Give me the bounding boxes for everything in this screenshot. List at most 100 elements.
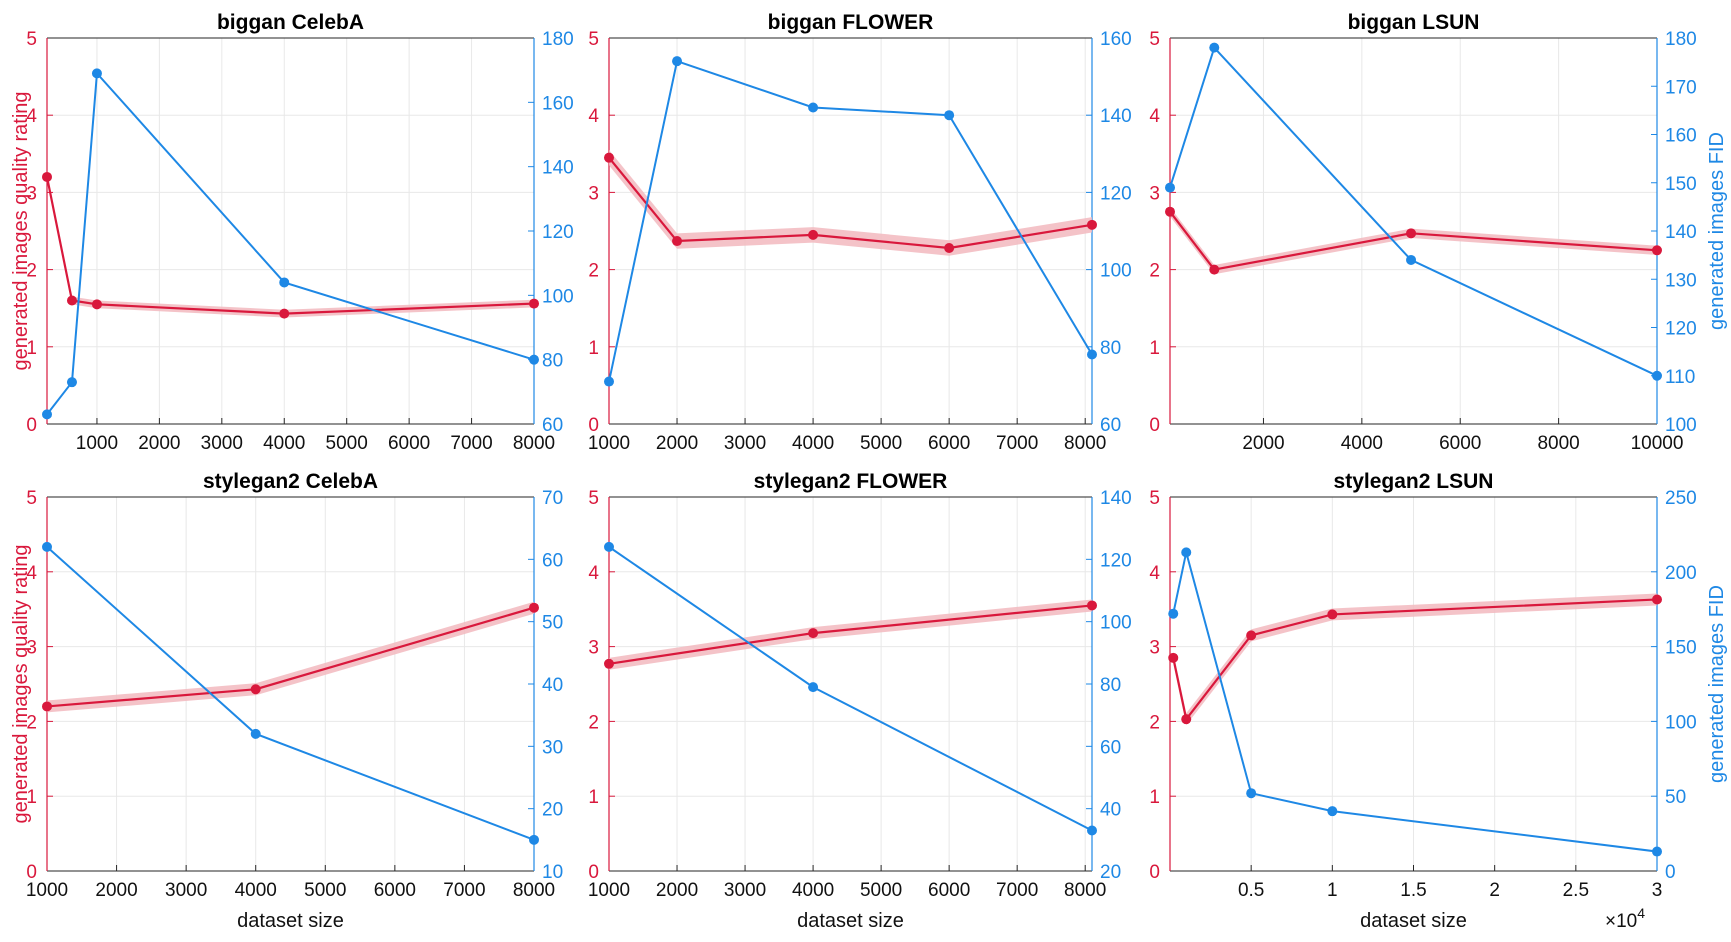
right-tick-label: 50 — [1665, 787, 1686, 808]
x-tick-label: 3000 — [201, 433, 243, 454]
left-tick-label: 2 — [588, 261, 599, 282]
left-tick-label: 2 — [1149, 712, 1160, 733]
x-tick-label: 1000 — [588, 880, 630, 901]
right-tick-label: 180 — [542, 29, 574, 50]
left-tick-label: 4 — [1149, 563, 1160, 584]
right-tick-label: 250 — [1665, 488, 1697, 509]
right-tick-label: 160 — [1665, 126, 1697, 147]
right-tick-label: 100 — [1665, 712, 1697, 733]
right-tick-label: 110 — [1665, 367, 1695, 388]
rating-line — [1172, 598, 1658, 722]
x-tick-label: 6000 — [928, 433, 970, 454]
right-tick-label: 180 — [1665, 29, 1697, 50]
right-tick-label: 140 — [542, 158, 574, 179]
right-tick-label: 50 — [542, 613, 563, 634]
rating-line — [45, 176, 535, 315]
fid-line — [608, 546, 1093, 832]
rating-point — [279, 308, 290, 319]
x-axis-label: dataset size — [797, 910, 904, 932]
subplot-title: stylegan2 FLOWER — [754, 470, 948, 493]
x-tick-label: 4000 — [1341, 433, 1383, 454]
right-tick-label: 150 — [1665, 638, 1697, 659]
subplot-title: biggan LSUN — [1348, 11, 1480, 34]
subplot-title: stylegan2 LSUN — [1334, 470, 1494, 493]
left-tick-label: 1 — [26, 338, 37, 359]
left-tick-label: 3 — [1149, 183, 1160, 204]
left-tick-label: 2 — [26, 261, 37, 282]
left-tick-label: 1 — [588, 338, 599, 359]
left-tick-label: 5 — [26, 29, 37, 50]
fid-point — [250, 728, 261, 739]
right-tick-label: 120 — [1100, 183, 1132, 204]
right-tick-label: 160 — [1100, 29, 1132, 50]
right-tick-label: 20 — [542, 800, 563, 821]
left-tick-label: 3 — [588, 183, 599, 204]
right-tick-label: 100 — [542, 286, 574, 307]
x-tick-label: 2000 — [138, 433, 180, 454]
x-tick-label: 10000 — [1631, 433, 1684, 454]
right-tick-label: 100 — [1100, 261, 1132, 282]
left-tick-label: 0 — [1149, 862, 1160, 883]
rating-point — [944, 242, 955, 253]
subplot-2: 0 1 2 3 4 5 60 80 100 120 140 160 1000 2000 3000 4000 50… — [588, 11, 1132, 454]
x-tick-label: 0.5 — [1238, 880, 1264, 901]
rating-point — [672, 236, 683, 247]
fid-point — [1652, 846, 1662, 857]
subplot-title: biggan CelebA — [217, 11, 364, 34]
fid-point — [529, 834, 539, 845]
fid-point — [1087, 349, 1097, 360]
rating-point — [1181, 714, 1192, 725]
x-tick-label: 6000 — [374, 880, 416, 901]
right-tick-label: 20 — [1100, 862, 1121, 883]
left-tick-label: 2 — [588, 712, 599, 733]
left-tick-label: 1 — [1149, 338, 1160, 359]
rating-point — [1246, 630, 1257, 641]
right-tick-label: 80 — [542, 351, 563, 372]
right-tick-label: 150 — [1665, 174, 1697, 195]
left-tick-label: 2 — [26, 712, 37, 733]
left-tick-label: 0 — [26, 862, 37, 883]
x-tick-label: 6000 — [388, 433, 430, 454]
x-tick-label: 3000 — [724, 880, 766, 901]
x-tick-label: 1.5 — [1400, 880, 1426, 901]
subplot-4: 0 1 2 3 4 5 10 20 30 40 50 60 70 1000 2000 3000 4000 5000… — [10, 470, 563, 932]
x-tick-label: 2000 — [656, 880, 698, 901]
right-tick-label: 140 — [1100, 106, 1132, 127]
right-tick-label: 100 — [1100, 613, 1132, 634]
right-tick-label: 140 — [1100, 488, 1132, 509]
rating-confidence-band — [1170, 207, 1657, 275]
rating-point — [1165, 206, 1175, 217]
x-tick-label: 8000 — [1537, 433, 1579, 454]
right-tick-label: 120 — [542, 222, 574, 243]
rating-confidence-band — [47, 601, 534, 713]
left-tick-label: 0 — [588, 862, 599, 883]
fid-line — [46, 70, 535, 415]
x-tick-label: 2 — [1489, 880, 1500, 901]
right-tick-label: 40 — [1100, 800, 1121, 821]
subplot-title: stylegan2 CelebA — [203, 470, 378, 493]
left-tick-label: 4 — [588, 106, 599, 127]
right-tick-label: 30 — [542, 737, 563, 758]
fid-point — [604, 541, 614, 552]
subplot-1: 0 1 2 3 4 5 60 80 100 120 140 160 180 1000 2000 3000 400… — [10, 11, 574, 454]
x-tick-label: 1000 — [26, 880, 68, 901]
x-tick-label: 7000 — [996, 880, 1038, 901]
fid-point — [91, 68, 102, 79]
y-axis-label-left: generated images quality rating — [10, 544, 32, 823]
x-tick-label: 8000 — [513, 433, 555, 454]
right-tick-label: 160 — [542, 93, 574, 114]
x-tick-label: 5000 — [304, 880, 346, 901]
left-tick-label: 5 — [1149, 29, 1160, 50]
left-tick-label: 0 — [1149, 415, 1160, 436]
right-tick-label: 120 — [1665, 319, 1697, 340]
x-tick-label: 8000 — [1064, 433, 1106, 454]
x-tick-label: 7000 — [443, 880, 485, 901]
x-tick-label: 6000 — [1439, 433, 1481, 454]
left-tick-label: 4 — [26, 106, 37, 127]
fid-point — [279, 277, 290, 288]
x-tick-label: 5000 — [326, 433, 368, 454]
right-tick-label: 80 — [1100, 675, 1121, 696]
x-tick-label: 4000 — [792, 880, 834, 901]
